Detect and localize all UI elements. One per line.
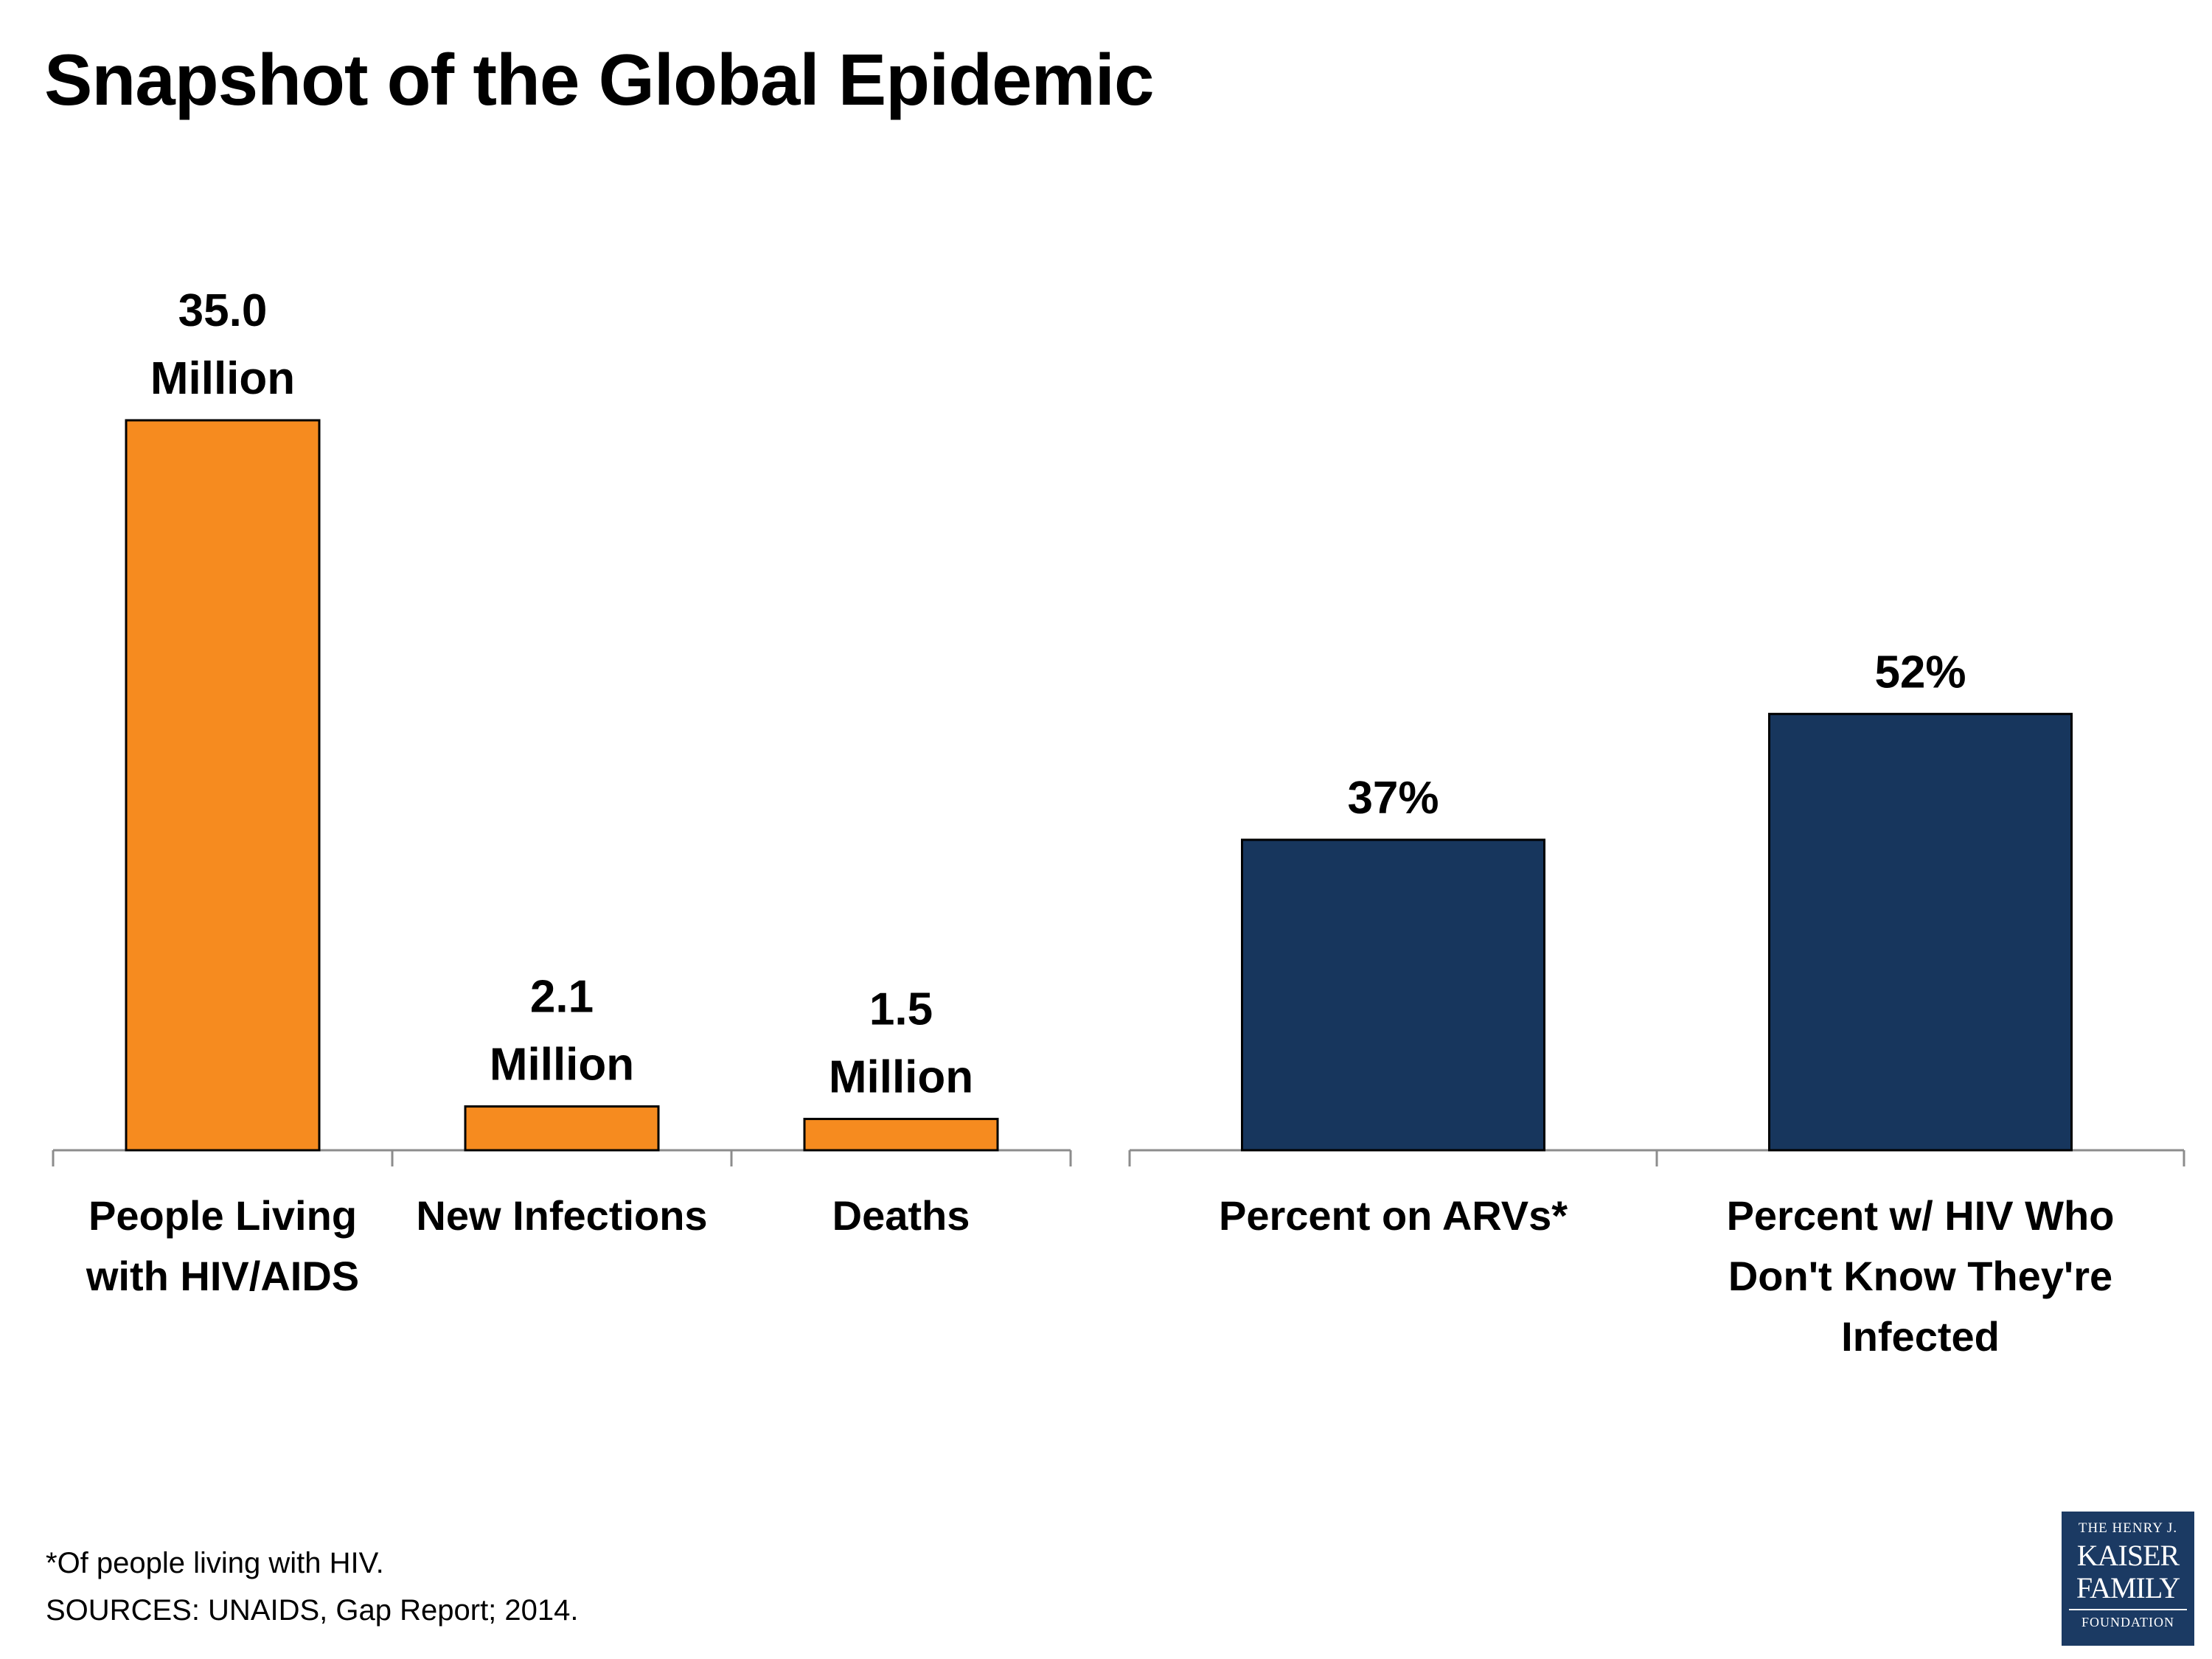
data-label: Million — [490, 1040, 634, 1091]
data-label: 52% — [1874, 647, 1966, 698]
data-label: 37% — [1347, 773, 1439, 824]
data-label: 1.5 — [869, 984, 933, 1035]
logo-line-3: FAMILY — [2076, 1571, 2180, 1604]
category-label: People Living — [88, 1192, 357, 1239]
footnote-sources: SOURCES: UNAIDS, Gap Report; 2014. — [46, 1594, 579, 1627]
bar-2-1 — [1241, 838, 1545, 1152]
footnote-arvs: *Of people living with HIV. — [46, 1547, 384, 1579]
data-label: 2.1 — [530, 972, 594, 1023]
category-label: with HIV/AIDS — [86, 1253, 359, 1299]
data-label: Million — [150, 353, 295, 404]
bar-1-1 — [125, 419, 321, 1152]
logo-line-4: FOUNDATION — [2081, 1615, 2174, 1630]
category-label: Percent w/ HIV Who — [1727, 1192, 2115, 1239]
bar-2-2 — [1768, 712, 2073, 1152]
data-label: Million — [829, 1052, 973, 1103]
category-label: Infected — [1841, 1313, 2000, 1360]
logo-line-1: THE HENRY J. — [2078, 1520, 2178, 1536]
category-label: Deaths — [832, 1192, 970, 1239]
kff-logo: THE HENRY J. KAISER FAMILY FOUNDATION — [2062, 1512, 2194, 1646]
chart-title: Snapshot of the Global Epidemic — [44, 39, 1154, 120]
bar-1-3 — [803, 1118, 999, 1152]
logo-rule — [2069, 1609, 2187, 1610]
category-label: Don't Know They're — [1728, 1253, 2112, 1299]
bar-1-2 — [464, 1105, 660, 1152]
data-label: 35.0 — [178, 285, 268, 336]
category-label: Percent on ARVs* — [1219, 1192, 1568, 1239]
category-label: New Infections — [416, 1192, 707, 1239]
logo-line-2: KAISER — [2076, 1539, 2180, 1572]
